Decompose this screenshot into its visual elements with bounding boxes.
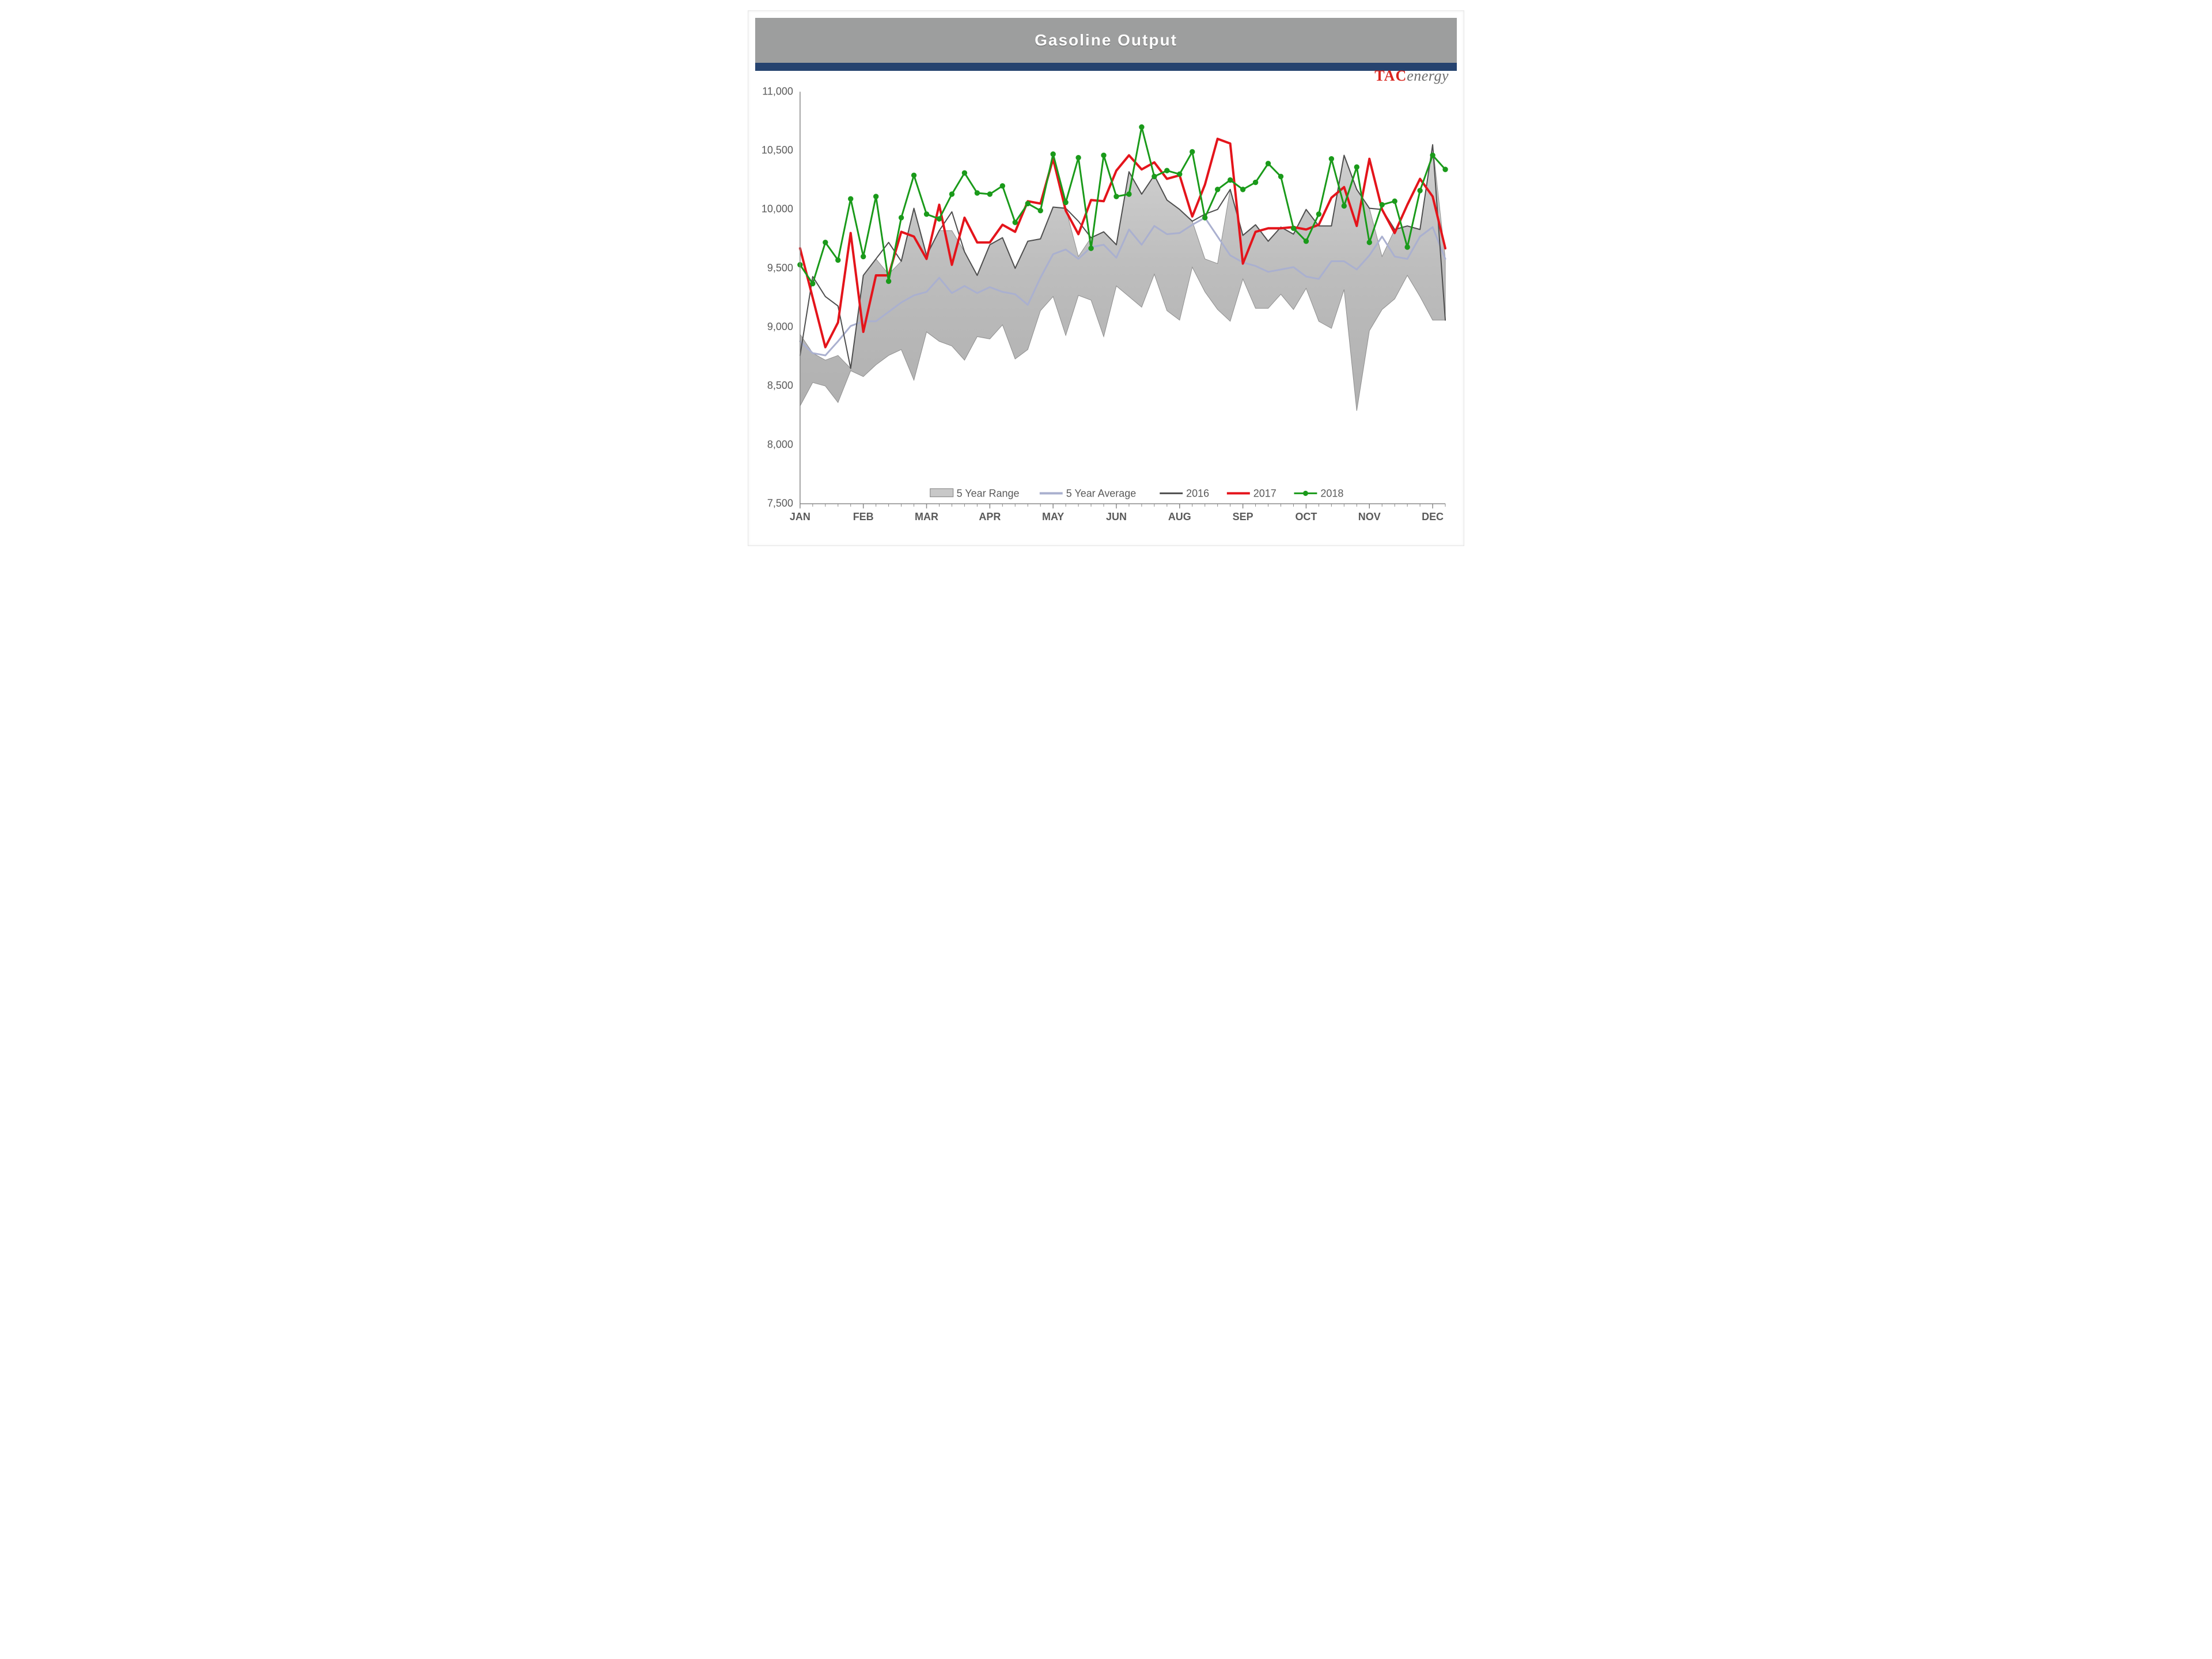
- svg-text:MAR: MAR: [915, 511, 938, 522]
- svg-text:APR: APR: [979, 511, 1001, 522]
- svg-text:7,500: 7,500: [767, 498, 793, 509]
- svg-text:MAY: MAY: [1042, 511, 1064, 522]
- svg-text:11,000: 11,000: [762, 85, 793, 97]
- svg-text:NOV: NOV: [1358, 511, 1381, 522]
- brand-logo: TACenergy: [1374, 67, 1449, 85]
- line-chart-svg: 7,500 8,000 8,500 9,000 9,500 10,000 10,500 11,…: [755, 74, 1457, 539]
- svg-text:5 Year Average: 5 Year Average: [1066, 487, 1137, 499]
- chart-area: 7,500 8,000 8,500 9,000 9,500 10,000 10,500 11,…: [755, 74, 1457, 539]
- svg-text:8,000: 8,000: [767, 438, 793, 450]
- svg-text:10,000: 10,000: [762, 203, 793, 215]
- svg-text:DEC: DEC: [1422, 511, 1444, 522]
- svg-text:SEP: SEP: [1233, 511, 1253, 522]
- svg-text:JAN: JAN: [790, 511, 810, 522]
- chart-card: Gasoline Output TACenergy 7,500 8,000 8,50…: [748, 10, 1464, 546]
- svg-text:9,000: 9,000: [767, 321, 793, 332]
- svg-text:2016: 2016: [1186, 487, 1209, 499]
- svg-text:8,500: 8,500: [767, 380, 793, 391]
- chart-title: Gasoline Output: [1035, 31, 1177, 50]
- svg-text:9,500: 9,500: [767, 262, 793, 274]
- svg-text:FEB: FEB: [853, 511, 874, 522]
- svg-text:OCT: OCT: [1295, 511, 1317, 522]
- svg-text:JUN: JUN: [1106, 511, 1127, 522]
- svg-text:10,500: 10,500: [762, 144, 793, 156]
- logo-tac: TAC: [1374, 67, 1407, 84]
- svg-text:5 Year Range: 5 Year Range: [957, 487, 1020, 499]
- svg-text:AUG: AUG: [1168, 511, 1191, 522]
- logo-energy: energy: [1407, 67, 1449, 84]
- title-bar: Gasoline Output: [755, 18, 1457, 63]
- svg-text:2017: 2017: [1253, 487, 1277, 499]
- accent-bar: [755, 63, 1457, 71]
- svg-text:2018: 2018: [1320, 487, 1343, 499]
